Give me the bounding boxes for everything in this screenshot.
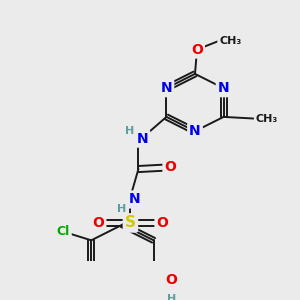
Text: H: H (125, 126, 134, 136)
Text: H: H (167, 294, 176, 300)
Text: O: O (164, 160, 176, 174)
Text: Cl: Cl (57, 225, 70, 238)
Text: O: O (166, 273, 178, 287)
Text: N: N (129, 193, 140, 206)
Text: O: O (157, 216, 168, 230)
Text: N: N (160, 81, 172, 95)
Text: CH₃: CH₃ (219, 36, 241, 46)
Text: S: S (125, 215, 136, 230)
Text: CH₃: CH₃ (256, 114, 278, 124)
Text: H: H (117, 204, 126, 214)
Text: O: O (92, 216, 104, 230)
Text: N: N (218, 81, 230, 95)
Text: N: N (189, 124, 201, 138)
Text: O: O (191, 43, 203, 56)
Text: N: N (136, 132, 148, 145)
